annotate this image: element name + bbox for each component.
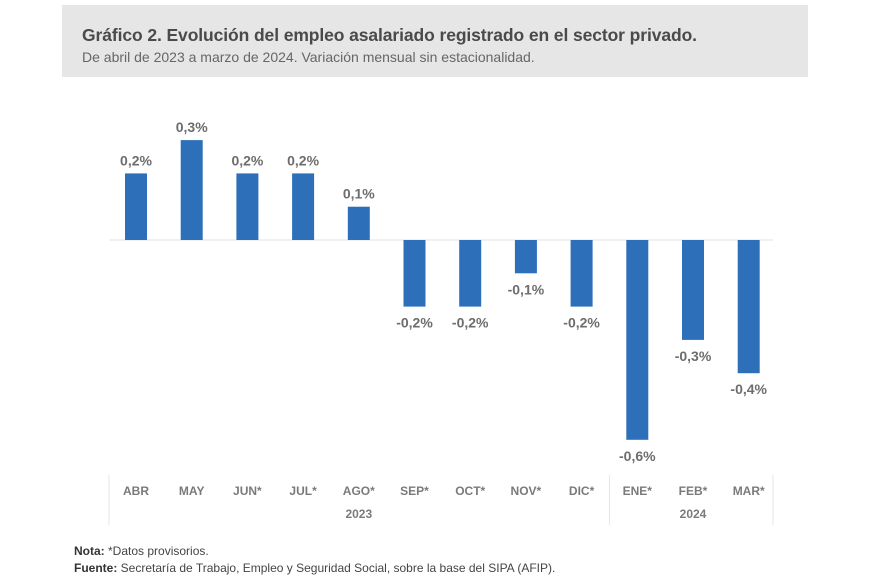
data-label: -0,2% (563, 315, 600, 331)
note-line: Nota: *Datos provisorios. (74, 544, 209, 558)
chart-subtitle: De abril de 2023 a marzo de 2024. Variac… (82, 49, 535, 65)
x-tick-label: MAY (179, 484, 205, 498)
chart-header: Gráfico 2. Evolución del empleo asalaria… (62, 5, 808, 77)
x-tick-label: NOV* (511, 484, 542, 498)
bar-may (180, 140, 203, 240)
data-label: 0,2% (120, 152, 152, 168)
bar-dic (570, 240, 593, 307)
bar-feb (682, 240, 704, 340)
source-line: Fuente: Secretaría de Trabajo, Empleo y … (74, 561, 555, 575)
data-label: -0,3% (675, 348, 712, 364)
bar-abr (125, 173, 147, 240)
x-tick-label: JUL* (289, 484, 317, 498)
data-label: -0,1% (508, 281, 545, 297)
data-label: -0,2% (452, 315, 489, 331)
chart-title: Gráfico 2. Evolución del empleo asalaria… (82, 25, 697, 45)
year-label: 2023 (345, 507, 372, 521)
data-label: 0,3% (176, 119, 208, 135)
x-tick-label: SEP* (400, 484, 429, 498)
x-tick-label: ENE* (623, 484, 653, 498)
x-tick-label: JUN* (233, 484, 262, 498)
x-tick-label: MAR* (733, 484, 765, 498)
data-label: -0,4% (730, 381, 767, 397)
data-label: 0,2% (287, 152, 319, 168)
x-tick-label: OCT* (455, 484, 485, 498)
x-tick-label: ABR (123, 484, 149, 498)
year-label: 2024 (680, 507, 707, 521)
bar-ene (626, 240, 649, 440)
source-label: Fuente: (74, 561, 118, 575)
data-label: -0,6% (619, 448, 656, 464)
bar-nov (514, 240, 537, 274)
x-tick-label: AGO* (343, 484, 375, 498)
data-label: 0,2% (231, 152, 263, 168)
bar-oct (459, 240, 482, 307)
bar-ago (347, 206, 370, 240)
source-text: Secretaría de Trabajo, Empleo y Segurida… (117, 561, 556, 575)
bar-jun (236, 173, 259, 240)
note-label: Nota: (74, 544, 105, 558)
data-label: -0,2% (396, 315, 433, 331)
bar-sep (403, 240, 426, 307)
x-tick-label: DIC* (569, 484, 595, 498)
x-tick-label: FEB* (679, 484, 708, 498)
data-label: 0,1% (343, 186, 375, 202)
bar-jul (292, 173, 315, 240)
bar-mar (737, 240, 760, 374)
note-text: *Datos provisorios. (104, 544, 209, 558)
